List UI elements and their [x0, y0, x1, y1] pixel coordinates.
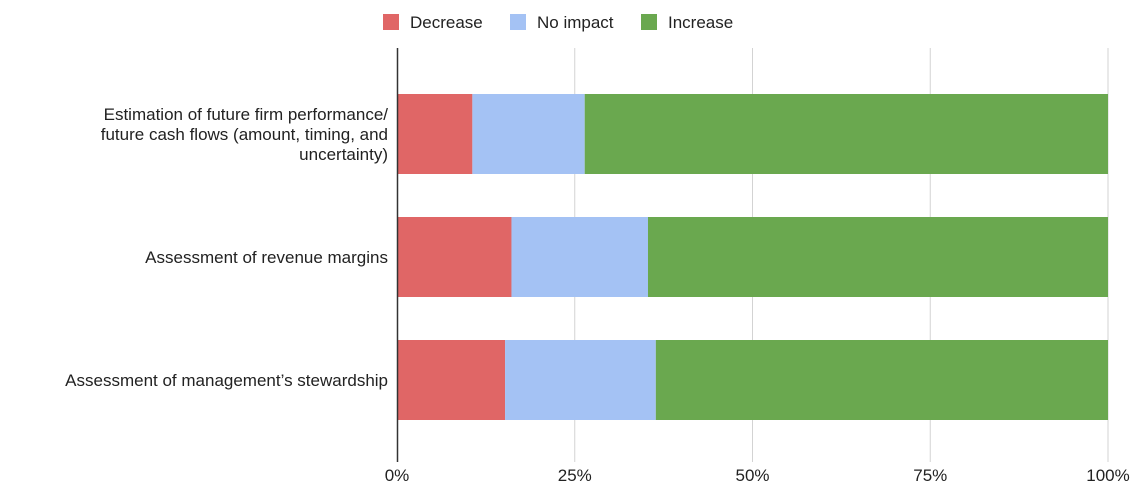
- x-tick-label: 75%: [913, 466, 947, 483]
- bar-increase-3: [655, 340, 1108, 420]
- legend-label-decrease: Decrease: [410, 13, 483, 32]
- category-label-1: Estimation of future firm performance/fu…: [101, 105, 389, 164]
- bar-no-impact-2: [511, 217, 648, 297]
- category-labels: Estimation of future firm performance/fu…: [65, 105, 388, 390]
- bar-increase-2: [647, 217, 1108, 297]
- category-label-line: Assessment of revenue margins: [145, 248, 388, 267]
- chart-legend: Decrease No impact Increase: [383, 13, 733, 32]
- legend-swatch-increase: [641, 14, 657, 30]
- category-label-line: uncertainty): [299, 145, 388, 164]
- category-label-line: Assessment of management’s stewardship: [65, 371, 388, 390]
- chart-bars: [397, 94, 1108, 420]
- bar-decrease-1: [397, 94, 473, 174]
- x-tick-label: 0%: [385, 466, 410, 483]
- bar-no-impact-1: [472, 94, 585, 174]
- legend-swatch-no-impact: [510, 14, 526, 30]
- category-label-3: Assessment of management’s stewardship: [65, 371, 388, 390]
- bar-no-impact-3: [505, 340, 656, 420]
- legend-label-no-impact: No impact: [537, 13, 614, 32]
- x-axis-tick-labels: 0% 25% 50% 75% 100%: [385, 466, 1130, 483]
- x-tick-label: 50%: [735, 466, 769, 483]
- x-tick-label: 25%: [558, 466, 592, 483]
- bar-increase-1: [584, 94, 1108, 174]
- category-label-line: Estimation of future firm performance/: [104, 105, 389, 124]
- legend-label-increase: Increase: [668, 13, 733, 32]
- category-label-2: Assessment of revenue margins: [145, 248, 388, 267]
- bar-decrease-2: [397, 217, 512, 297]
- legend-swatch-decrease: [383, 14, 399, 30]
- category-label-line: future cash flows (amount, timing, and: [101, 125, 388, 144]
- bar-decrease-3: [397, 340, 506, 420]
- x-tick-label: 100%: [1086, 466, 1129, 483]
